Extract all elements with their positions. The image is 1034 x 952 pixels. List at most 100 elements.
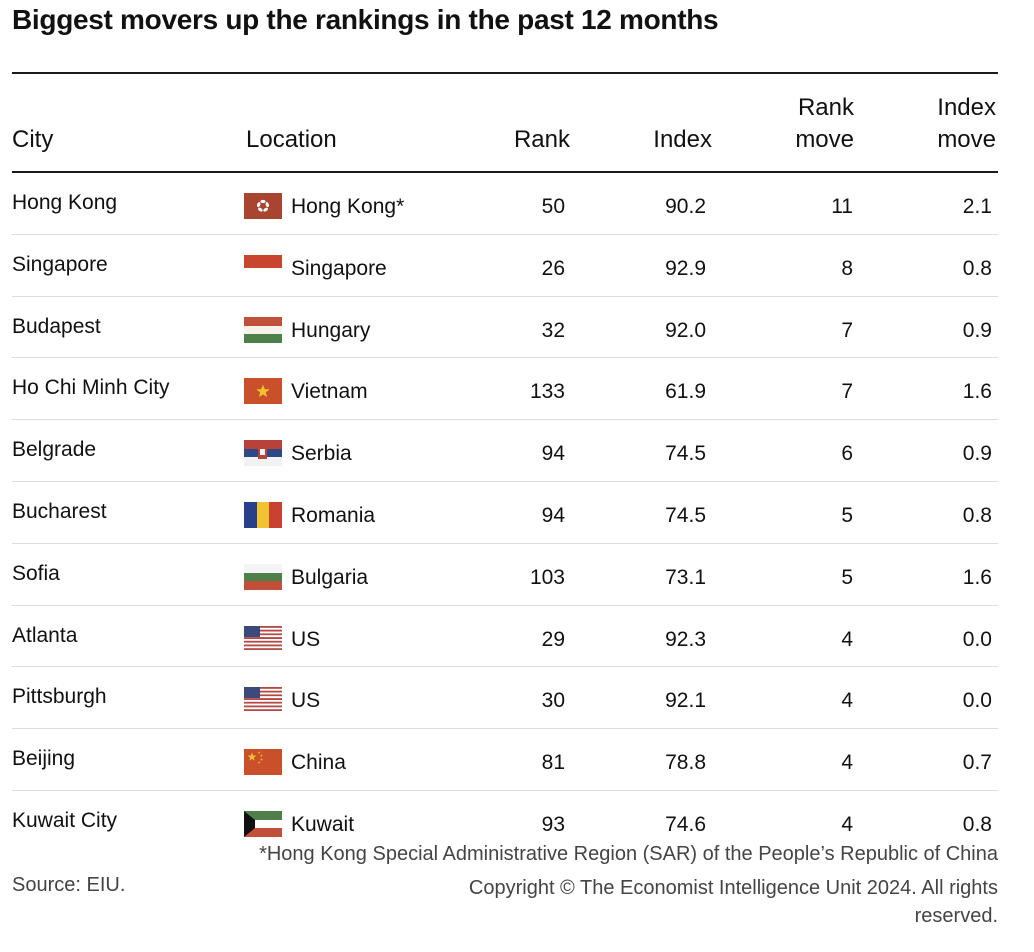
top-rule [12, 72, 998, 74]
city-cell: Singapore [12, 252, 108, 276]
city-cell: Budapest [12, 314, 101, 338]
location-cell: US [291, 689, 321, 713]
city-cell: Hong Kong [12, 191, 118, 214]
index-move-cell: 2.1 [962, 195, 992, 218]
index-cell: 90.2 [665, 195, 706, 218]
rank-cell: 30 [541, 689, 565, 713]
index-move-cell: 0.8 [962, 503, 992, 527]
header-location: Location [246, 126, 337, 153]
location-cell: Romania [291, 503, 376, 527]
index-move-cell: 0.8 [962, 812, 992, 836]
header-city: City [12, 126, 54, 153]
index-cell: 73.1 [665, 565, 706, 589]
us-flag-icon [244, 625, 282, 652]
rank-cell: 94 [541, 503, 565, 527]
rank-move-cell: 6 [841, 442, 853, 466]
city-cell: Beijing [12, 747, 76, 771]
rank-cell: 50 [541, 195, 565, 218]
index-move-cell: 0.7 [962, 751, 992, 775]
header-index-move-line2: move [937, 126, 996, 153]
rank-cell: 26 [541, 256, 565, 280]
header-rank-move-line2: move [795, 126, 854, 153]
index-cell: 74.6 [665, 812, 706, 836]
rank-move-cell: 11 [831, 195, 853, 218]
index-cell: 92.0 [665, 318, 706, 342]
serbia-flag-icon [244, 440, 282, 467]
header-rank-move-line1: Rank [797, 94, 854, 121]
table-row: Ho Chi Minh City Vietnam 133 61.9 7 1.6 [12, 358, 998, 421]
china-flag-icon [244, 749, 282, 776]
header-rank: Rank [513, 126, 570, 153]
hungary-flag-icon [244, 316, 282, 343]
rank-move-cell: 4 [841, 627, 853, 651]
location-cell: Singapore [291, 256, 387, 280]
location-cell: US [291, 627, 321, 651]
rank-cell: 29 [541, 627, 565, 651]
table-row: Belgrade Serbia 94 74.5 6 0.9 [12, 420, 998, 482]
footnote: *Hong Kong Special Administrative Region… [259, 843, 998, 865]
index-move-cell: 1.6 [962, 380, 992, 404]
rank-move-cell: 7 [841, 380, 853, 404]
romania-flag-icon [244, 501, 282, 528]
location-cell: Bulgaria [291, 565, 369, 589]
rank-cell: 93 [541, 812, 565, 836]
rank-move-cell: 5 [841, 503, 853, 527]
table-body: Hong Kong Hong Kong* 50 90.2 11 2.1 Singapore S… [12, 173, 998, 852]
city-cell: Pittsburgh [12, 685, 107, 709]
city-cell: Kuwait City [12, 808, 118, 832]
table-row: Hong Kong Hong Kong* 50 90.2 11 2.1 [12, 173, 998, 235]
location-cell: Hungary [291, 318, 371, 342]
rank-cell: 81 [541, 751, 565, 775]
index-move-cell: 0.9 [962, 442, 992, 466]
index-cell: 92.1 [665, 689, 706, 713]
index-cell: 92.3 [665, 627, 706, 651]
header-index-move: Index move [937, 92, 996, 156]
table-row: Singapore Singapore 26 92.9 8 0.8 [12, 235, 998, 297]
location-cell: China [291, 751, 346, 775]
index-cell: 78.8 [665, 751, 706, 775]
index-move-cell: 0.0 [962, 689, 992, 713]
us-flag-icon [244, 687, 282, 714]
table-row: Kuwait City Kuwait 93 74.6 4 0.8 [12, 791, 998, 852]
table-row: Budapest Hungary 32 92.0 7 0.9 [12, 297, 998, 359]
table-row: Sofia Bulgaria 103 73.1 5 1.6 [12, 544, 998, 606]
city-cell: Bucharest [12, 499, 107, 523]
hong-kong-flag-icon [244, 193, 282, 219]
rank-cell: 32 [541, 318, 565, 342]
rank-move-cell: 4 [841, 689, 853, 713]
index-cell: 74.5 [665, 503, 706, 527]
rank-cell: 103 [529, 565, 565, 589]
table-row: Beijing China 81 78.8 4 0.7 [12, 729, 998, 791]
location-cell: Vietnam [291, 380, 368, 404]
index-move-cell: 0.8 [962, 256, 992, 280]
location-cell: Hong Kong* [291, 195, 405, 218]
city-cell: Belgrade [12, 438, 97, 462]
header-index-move-line1: Index [937, 94, 996, 121]
index-move-cell: 0.9 [962, 318, 992, 342]
kuwait-flag-icon [244, 810, 282, 837]
rank-cell: 94 [541, 442, 565, 466]
rank-cell: 133 [529, 380, 565, 404]
rank-move-cell: 4 [841, 751, 853, 775]
source-note: Source: EIU. [12, 874, 126, 896]
table-row: Atlanta US 29 92.3 4 0.0 [12, 606, 998, 668]
header-rank-move: Rank move [795, 92, 854, 156]
rank-move-cell: 8 [841, 256, 853, 280]
rank-move-cell: 5 [841, 565, 853, 589]
singapore-flag-icon [244, 254, 282, 281]
header-index: Index [653, 126, 712, 153]
vietnam-flag-icon [244, 378, 282, 405]
index-cell: 74.5 [665, 442, 706, 466]
location-cell: Kuwait [291, 812, 355, 836]
table-row: Pittsburgh US 30 92.1 4 0.0 [12, 667, 998, 730]
city-cell: Ho Chi Minh City [12, 376, 170, 400]
location-cell: Serbia [291, 442, 352, 466]
city-cell: Atlanta [12, 623, 78, 647]
city-cell: Sofia [12, 561, 60, 585]
chart-title: Biggest movers up the rankings in the pa… [12, 4, 719, 35]
index-move-cell: 0.0 [962, 627, 992, 651]
table-row: Bucharest Romania 94 74.5 5 0.8 [12, 482, 998, 544]
bulgaria-flag-icon [244, 563, 282, 590]
index-cell: 61.9 [665, 380, 706, 404]
index-move-cell: 1.6 [962, 565, 992, 589]
